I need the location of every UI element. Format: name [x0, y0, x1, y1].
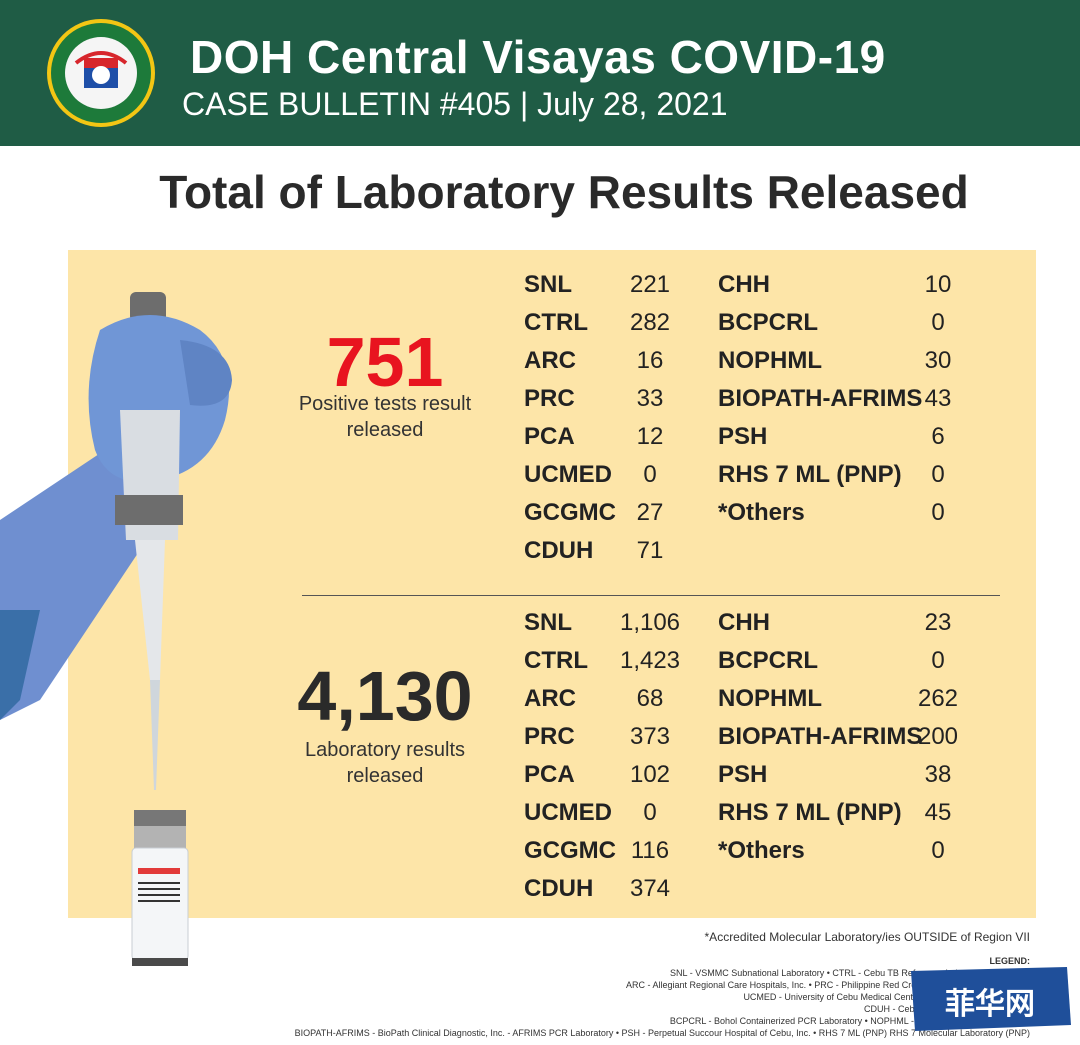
header-bar: DOH Central Visayas COVID-19 CASE BULLET… [0, 0, 1080, 146]
lab-value: 45 [924, 799, 952, 826]
lab-name: BIOPATH-AFRIMS [718, 723, 923, 750]
lab-name: NOPHML [718, 685, 822, 712]
lab-value: 116 [630, 837, 670, 864]
lab-value: 23 [924, 609, 952, 636]
lab-name: CTRL [524, 647, 588, 674]
lab-name: CDUH [524, 875, 594, 902]
footnote: *Accredited Molecular Laboratory/ies OUT… [704, 930, 1030, 944]
lab-name: UCMED [524, 461, 612, 488]
lab-name: ARC [524, 685, 576, 712]
pipette-hand-illustration [0, 292, 232, 966]
bulletin-subtitle: CASE BULLETIN #405 | July 28, 2021 [182, 86, 728, 122]
lab-value: 10 [924, 271, 952, 298]
lab-value: 16 [636, 347, 664, 374]
lab-name: CDUH [524, 537, 594, 564]
lab-name: GCGMC [524, 837, 616, 864]
lab-name: BCPCRL [718, 647, 818, 674]
lab-value: 0 [931, 309, 945, 336]
lab-name: PCA [524, 423, 575, 450]
lab-value: 12 [636, 423, 664, 450]
lab-name: RHS 7 ML (PNP) [718, 799, 902, 826]
lab-name: BCPCRL [718, 309, 818, 336]
lab-name: *Others [718, 837, 805, 864]
lab-value: 71 [636, 537, 664, 564]
doh-seal-icon [47, 19, 155, 127]
total-caption: Laboratory results released [304, 739, 466, 787]
lab-value: 0 [643, 799, 657, 826]
legend-line: BCPCRL - Bohol Containerized PCR Laborat… [669, 1016, 1030, 1026]
lab-name: CHH [718, 271, 770, 298]
watermark-badge-icon [911, 967, 1071, 1031]
lab-value: 200 [917, 723, 959, 750]
lab-name: PCA [524, 761, 575, 788]
legend-line: BIOPATH-AFRIMS - BioPath Clinical Diagno… [294, 1028, 1030, 1038]
lab-value: 68 [636, 685, 664, 712]
lab-name: SNL [524, 609, 572, 636]
lab-name: RHS 7 ML (PNP) [718, 461, 902, 488]
lab-value: 0 [931, 837, 945, 864]
lab-value: 262 [917, 685, 959, 712]
lab-value: 27 [636, 499, 664, 526]
lab-name: ARC [524, 347, 576, 374]
legend-title: LEGEND: [989, 956, 1031, 966]
lab-name: PRC [524, 385, 575, 412]
lab-name: PRC [524, 723, 575, 750]
lab-value: 6 [931, 423, 945, 450]
lab-value: 373 [629, 723, 671, 750]
results-panel [68, 250, 1036, 918]
lab-name: PSH [718, 423, 768, 450]
lab-value: 221 [629, 271, 671, 298]
lab-value: 282 [629, 309, 671, 336]
lab-value: 1,423 [619, 647, 681, 674]
legend-line: ARC - Allegiant Regional Care Hospitals,… [626, 980, 1030, 990]
lab-name: UCMED [524, 799, 612, 826]
lab-value: 30 [924, 347, 952, 374]
bulletin-title: DOH Central Visayas COVID-19 [190, 31, 886, 83]
lab-name: NOPHML [718, 347, 822, 374]
lab-value: 374 [629, 875, 671, 902]
watermark-text: 菲华网 [945, 987, 1035, 1022]
total-count: 4,130 [297, 657, 473, 735]
page-title: Total of Laboratory Results Released [159, 166, 969, 218]
legend-line: SNL - VSMMC Subnational Laboratory • CTR… [670, 968, 1030, 978]
lab-name: PSH [718, 761, 768, 788]
lab-name: CTRL [524, 309, 588, 336]
lab-value: 102 [629, 761, 671, 788]
positive-caption: Positive tests result released [298, 393, 472, 441]
lab-name: GCGMC [524, 499, 616, 526]
lab-value: 0 [931, 647, 945, 674]
lab-name: *Others [718, 499, 805, 526]
lab-name: CHH [718, 609, 770, 636]
lab-name: SNL [524, 271, 572, 298]
lab-value: 38 [924, 761, 952, 788]
lab-value: 43 [924, 385, 952, 412]
lab-value: 0 [643, 461, 657, 488]
lab-name: BIOPATH-AFRIMS [718, 385, 923, 412]
lab-value: 1,106 [619, 609, 681, 636]
lab-value: 0 [931, 499, 945, 526]
section-divider [302, 595, 1000, 596]
positive-count: 751 [326, 323, 444, 401]
legend-line: UCMED - University of Cebu Medical Cente… [743, 992, 1030, 1002]
lab-value: 33 [636, 385, 664, 412]
lab-value: 0 [931, 461, 945, 488]
